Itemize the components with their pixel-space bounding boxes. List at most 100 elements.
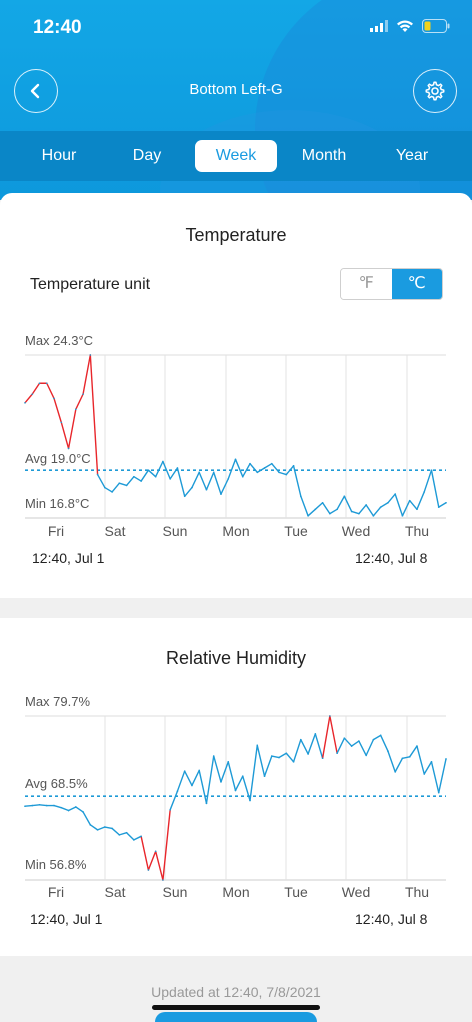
humidity-day-mon: Mon [222, 884, 250, 900]
temperature-day-fri: Fri [47, 523, 65, 539]
celsius-option[interactable]: ℃ [391, 269, 442, 299]
tab-day[interactable]: Day [132, 147, 162, 164]
chart-data-point [89, 354, 92, 356]
settings-button[interactable] [413, 69, 457, 113]
chart-data-point [53, 397, 55, 400]
chart-line-segment [387, 493, 396, 504]
chart-data-point [111, 491, 113, 493]
chart-data-point [445, 758, 447, 760]
chart-line-segment [31, 804, 41, 807]
tab-month[interactable]: Month [301, 147, 347, 164]
chart-line-segment [242, 462, 251, 478]
bottom-action-button[interactable] [155, 1012, 317, 1022]
wifi-icon [397, 20, 413, 32]
humidity-start-date: 12:40, Jul 1 [30, 911, 103, 927]
chart-data-point [416, 745, 418, 747]
chart-data-point [336, 752, 338, 755]
chart-line-segment [75, 393, 84, 411]
chart-data-point [227, 478, 230, 480]
chart-data-point [118, 834, 121, 836]
chart-data-point [118, 482, 121, 485]
tab-year[interactable]: Year [395, 147, 429, 164]
chart-line-segment [162, 809, 171, 881]
back-button[interactable] [14, 69, 58, 113]
chart-line-segment [256, 744, 266, 777]
updated-timestamp: Updated at 12:40, 7/8/2021 [151, 984, 321, 1000]
chart-data-point [212, 471, 215, 474]
chart-line-segment [285, 465, 295, 476]
humidity-max-label: Max 79.7% [25, 694, 91, 709]
chart-data-point [394, 771, 396, 773]
chart-data-point [82, 393, 84, 395]
temperature-unit-label: Temperature unit [30, 276, 151, 293]
chart-data-point [401, 515, 404, 517]
chart-data-point [60, 421, 63, 424]
chart-data-point [379, 506, 382, 508]
chart-line-segment [133, 476, 142, 482]
temperature-min-label: Min 16.8°C [25, 496, 90, 511]
chart-line-segment [234, 458, 244, 478]
chart-data-point [372, 738, 375, 741]
chart-line-segment [401, 756, 411, 759]
chart-data-point [241, 475, 244, 478]
chart-line-segment [125, 476, 135, 487]
chart-line-segment [213, 755, 222, 783]
humidity-end-date: 12:40, Jul 8 [355, 911, 428, 927]
chart-data-point [205, 488, 208, 491]
chart-data-point [256, 744, 259, 747]
temperature-day-mon: Mon [222, 523, 250, 539]
humidity-chart [24, 715, 447, 881]
chart-data-point [24, 402, 26, 404]
chart-data-point [125, 831, 128, 834]
temperature-day-sun: Sun [162, 523, 188, 539]
chart-line-segment [401, 499, 411, 517]
chart-line-segment [220, 478, 229, 495]
cellular-signal-icon [370, 20, 388, 32]
chart-data-point [408, 756, 411, 758]
chart-line-segment [176, 770, 186, 792]
chart-line-segment [147, 469, 157, 478]
chart-data-point [437, 791, 440, 794]
chart-line-segment [321, 715, 331, 759]
chart-line-segment [154, 460, 164, 478]
chart-line-segment [118, 832, 128, 836]
chart-line-segment [234, 775, 244, 792]
chart-data-point [140, 835, 142, 838]
chart-line-segment [307, 508, 317, 517]
tab-hour[interactable]: Hour [41, 147, 77, 164]
chart-data-point [133, 839, 135, 841]
chart-data-point [350, 745, 353, 747]
header: 12:40 Bottom Left-G Hour D [0, 0, 472, 200]
chart-line-segment [183, 486, 193, 497]
chart-line-segment [183, 770, 193, 787]
chart-line-segment [314, 502, 324, 511]
chart-line-segment [147, 850, 157, 871]
chart-data-point [234, 458, 237, 461]
chart-line-segment [89, 824, 99, 831]
chart-line-segment [285, 752, 295, 763]
chart-data-point [133, 475, 135, 478]
chart-line-segment [350, 510, 360, 515]
temperature-max-label: Max 24.3°C [25, 333, 94, 348]
chart-data-point [263, 775, 266, 777]
tab-week[interactable]: Week [195, 140, 277, 172]
chart-data-point [372, 515, 375, 517]
chart-line-segment [438, 502, 447, 508]
chart-line-segment [394, 493, 404, 517]
chart-data-point [31, 393, 34, 395]
chart-line-segment [60, 421, 70, 450]
battery-icon [422, 19, 450, 33]
chart-line-segment [336, 737, 346, 754]
status-time: 12:40 [33, 17, 82, 38]
chart-data-point [365, 754, 367, 757]
chart-data-point [285, 473, 288, 476]
fahrenheit-option[interactable]: ℉ [341, 269, 392, 299]
chart-data-point [24, 805, 26, 808]
chart-data-point [387, 501, 389, 504]
chart-line-segment [256, 467, 266, 474]
chart-data-point [445, 501, 447, 504]
status-icons [370, 19, 450, 33]
humidity-day-wed: Wed [341, 884, 371, 900]
chart-data-point [408, 499, 411, 502]
chart-data-point [198, 769, 201, 772]
